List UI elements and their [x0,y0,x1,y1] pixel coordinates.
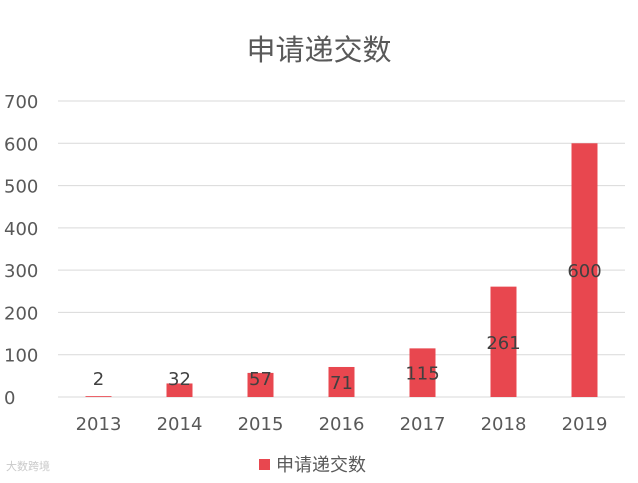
bar [247,372,274,397]
gridlines [58,100,625,398]
bar [409,348,436,397]
x-tick-label: 2019 [562,414,608,435]
data-label: 115 [405,364,439,385]
y-tick-label: 0 [4,388,15,409]
data-label: 71 [330,373,353,394]
x-tick-label: 2014 [157,414,203,435]
x-axis-ticks: 2013 2014 2015 2016 2017 2018 2019 [76,414,608,435]
bar [328,366,355,397]
x-tick-label: 2016 [319,414,365,435]
y-tick-label: 500 [4,177,38,198]
watermark: 大数跨境 [6,460,50,473]
data-label: 600 [567,261,601,282]
y-tick-label: 300 [4,261,38,282]
data-label: 2 [93,369,104,390]
x-tick-label: 2018 [481,414,527,435]
y-tick-label: 400 [4,219,38,240]
data-label: 32 [168,369,191,390]
bar [490,286,517,397]
data-labels: 2 32 57 71 115 261 600 [93,261,602,394]
chart-title: 申请递交数 [246,33,391,67]
bar [85,396,112,397]
bars [85,143,598,397]
x-tick-label: 2015 [238,414,284,435]
y-tick-label: 700 [4,92,38,113]
y-tick-label: 200 [4,303,38,324]
data-label: 57 [249,369,272,390]
data-label: 261 [486,333,520,354]
legend-swatch [259,459,270,470]
x-tick-label: 2017 [400,414,446,435]
legend: 申请递交数 [259,455,366,476]
y-axis-ticks: 0 100 200 300 400 500 600 700 [4,92,38,409]
y-tick-label: 100 [4,346,38,367]
bar [571,143,598,397]
bar [166,383,193,397]
x-tick-label: 2013 [76,414,122,435]
y-tick-label: 600 [4,134,38,155]
legend-label: 申请递交数 [276,455,366,476]
